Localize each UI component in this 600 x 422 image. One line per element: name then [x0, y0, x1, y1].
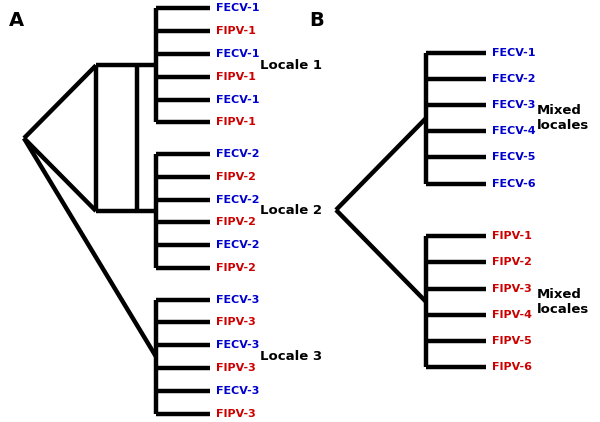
Text: FIPV-2: FIPV-2	[492, 257, 532, 268]
Text: FIPV-1: FIPV-1	[216, 117, 256, 127]
Text: FIPV-2: FIPV-2	[216, 172, 256, 182]
Text: FIPV-3: FIPV-3	[216, 408, 256, 419]
Text: FECV-3: FECV-3	[492, 100, 535, 110]
Text: Mixed
locales: Mixed locales	[537, 288, 589, 316]
Text: FIPV-3: FIPV-3	[216, 363, 256, 373]
Text: FECV-1: FECV-1	[216, 49, 260, 59]
Text: FECV-1: FECV-1	[492, 48, 536, 58]
Text: FECV-3: FECV-3	[216, 295, 259, 305]
Text: Locale 2: Locale 2	[260, 205, 322, 217]
Text: FECV-4: FECV-4	[492, 126, 536, 136]
Text: A: A	[9, 11, 24, 30]
Text: FECV-2: FECV-2	[216, 195, 260, 205]
Text: FIPV-5: FIPV-5	[492, 336, 532, 346]
Text: Locale 3: Locale 3	[260, 350, 322, 363]
Text: FIPV-3: FIPV-3	[492, 284, 532, 294]
Text: FECV-3: FECV-3	[216, 340, 259, 350]
Text: FECV-1: FECV-1	[216, 3, 260, 14]
Text: FIPV-3: FIPV-3	[216, 317, 256, 327]
Text: FIPV-1: FIPV-1	[216, 26, 256, 36]
Text: FECV-6: FECV-6	[492, 179, 536, 189]
Text: FECV-1: FECV-1	[216, 95, 260, 105]
Text: B: B	[309, 11, 324, 30]
Text: Mixed
locales: Mixed locales	[537, 104, 589, 132]
Text: FIPV-2: FIPV-2	[216, 217, 256, 227]
Text: FIPV-2: FIPV-2	[216, 263, 256, 273]
Text: FECV-2: FECV-2	[216, 240, 260, 250]
Text: FECV-3: FECV-3	[216, 386, 259, 396]
Text: FIPV-1: FIPV-1	[216, 72, 256, 82]
Text: FIPV-4: FIPV-4	[492, 310, 532, 320]
Text: FIPV-1: FIPV-1	[492, 231, 532, 241]
Text: Locale 1: Locale 1	[260, 59, 322, 72]
Text: FECV-2: FECV-2	[492, 74, 536, 84]
Text: FECV-5: FECV-5	[492, 152, 535, 162]
Text: FECV-2: FECV-2	[216, 149, 260, 159]
Text: FIPV-6: FIPV-6	[492, 362, 532, 372]
